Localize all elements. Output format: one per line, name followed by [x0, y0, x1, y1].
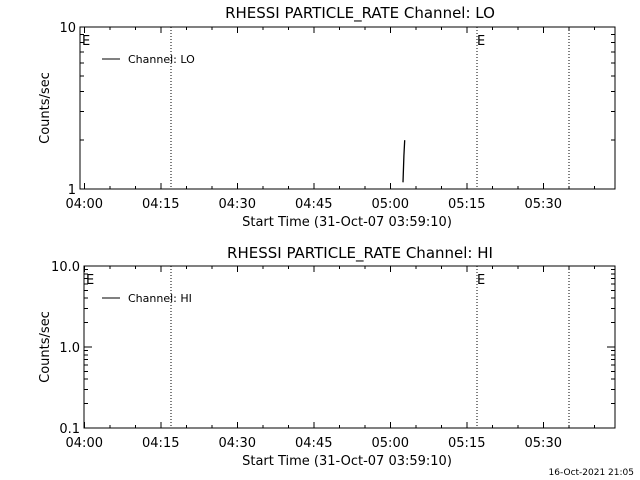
- event-label: E: [86, 273, 94, 288]
- footer-date: 16-Oct-2021 21:05: [549, 468, 634, 478]
- series-line: [402, 140, 406, 183]
- x-axis-label: Start Time (31-Oct-07 03:59:10): [242, 454, 452, 469]
- x-tick-label: 04:45: [295, 436, 332, 451]
- event-label: E: [82, 34, 90, 49]
- event-label: E: [477, 273, 485, 288]
- x-tick-label: 04:00: [66, 436, 103, 451]
- x-tick-label: 04:30: [219, 436, 256, 451]
- x-tick-label: 04:15: [142, 197, 179, 212]
- chart-title: RHESSI PARTICLE_RATE Channel: HI: [227, 244, 493, 263]
- event-label: E: [477, 34, 485, 49]
- y-tick-label: 1.0: [59, 341, 80, 356]
- x-tick-label: 05:15: [448, 197, 485, 212]
- x-tick-label: 05:30: [525, 197, 562, 212]
- x-tick-label: 05:15: [448, 436, 485, 451]
- y-tick-label: 0.1: [59, 422, 80, 437]
- y-tick-label: 10.0: [51, 260, 80, 275]
- y-axis-label: Counts/sec: [38, 311, 53, 383]
- x-tick-label: 05:30: [525, 436, 562, 451]
- y-axis-label: Counts/sec: [38, 72, 53, 144]
- x-tick-label: 04:15: [142, 436, 179, 451]
- x-tick-label: 04:30: [219, 197, 256, 212]
- y-tick-label: 10: [59, 21, 76, 36]
- x-tick-label: 05:00: [372, 436, 409, 451]
- chart-title: RHESSI PARTICLE_RATE Channel: LO: [225, 4, 495, 23]
- x-axis-label: Start Time (31-Oct-07 03:59:10): [242, 215, 452, 230]
- legend-label: Channel: LO: [128, 53, 195, 66]
- plot-frame: [83, 265, 616, 429]
- x-tick-label: 04:00: [66, 197, 103, 212]
- legend-label: Channel: HI: [128, 292, 192, 305]
- x-tick-label: 04:45: [295, 197, 332, 212]
- y-tick-label: 1: [68, 183, 76, 198]
- plot-frame: [79, 26, 616, 190]
- x-tick-label: 05:00: [372, 197, 409, 212]
